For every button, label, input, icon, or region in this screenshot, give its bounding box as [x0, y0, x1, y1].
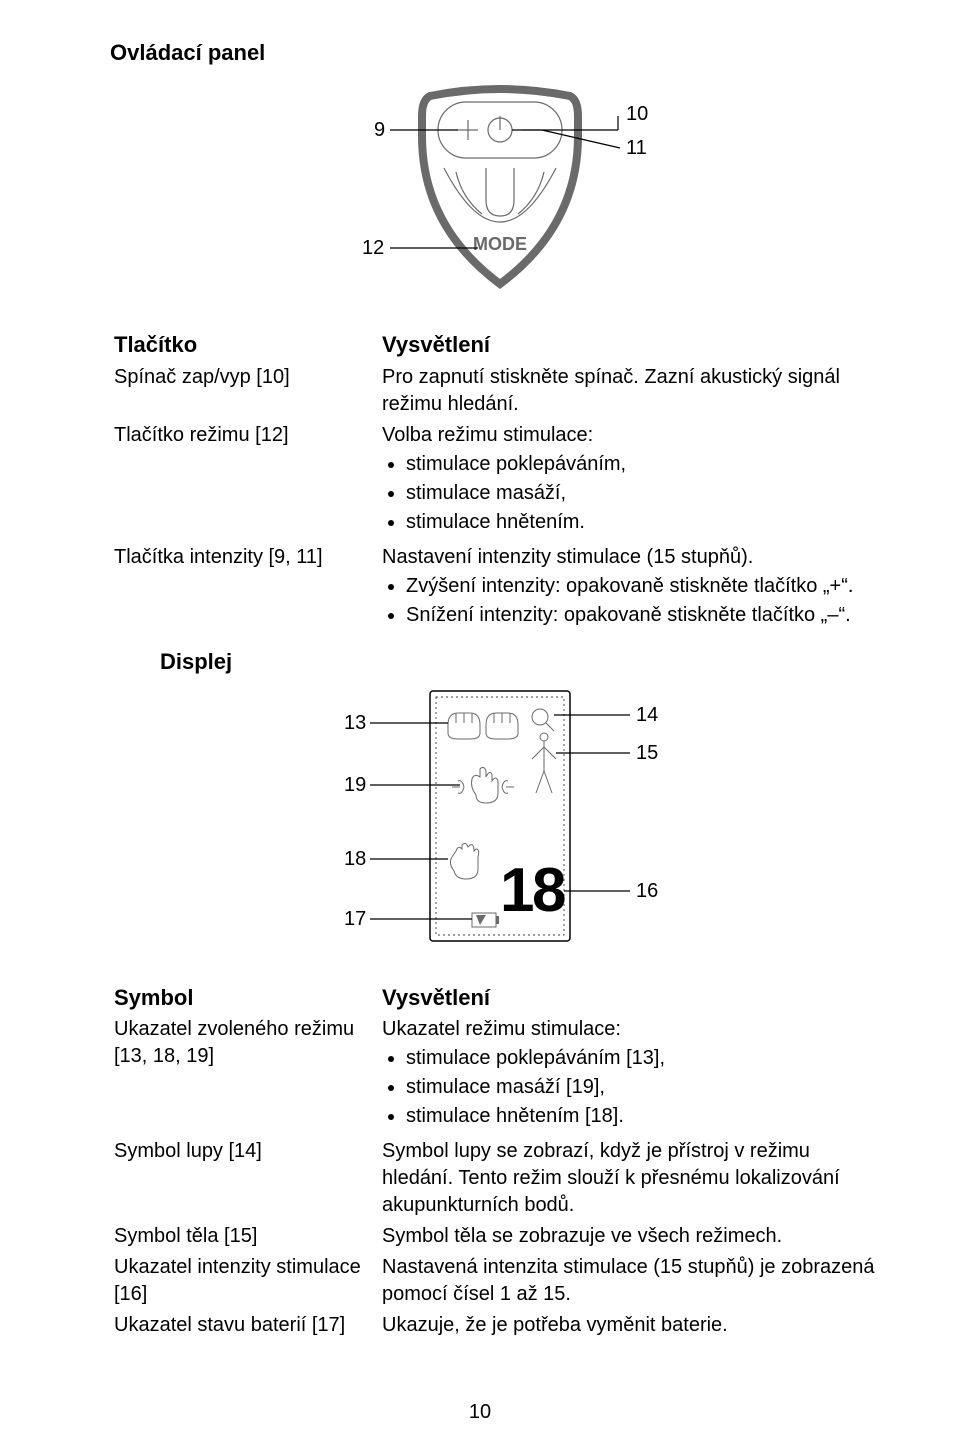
label-9: 9 — [374, 119, 385, 141]
label-15: 15 — [636, 742, 658, 764]
digit-2: 8 — [532, 856, 566, 925]
table2-r0-left: Ukazatel zvoleného režimu [13, 18, 19] — [110, 1014, 378, 1136]
table1-r1-left: Tlačítko režimu [12] — [110, 420, 378, 542]
table1-r2-intro: Nastavení intenzity stimulace (15 stupňů… — [382, 546, 753, 568]
label-17: 17 — [344, 908, 366, 930]
table2-r0-right: Ukazatel režimu stimulace: stimulace pok… — [378, 1014, 890, 1136]
display-heading: Displej — [160, 649, 890, 675]
table2-r2-right: Symbol těla se zobrazuje ve všech režime… — [378, 1221, 890, 1252]
control-panel-svg: MODE 9 10 11 12 — [310, 76, 690, 306]
table2-r2-left: Symbol těla [15] — [110, 1221, 378, 1252]
table1-header-left: Tlačítko — [110, 328, 378, 362]
table2-r0-intro: Ukazatel režimu stimulace: — [382, 1018, 621, 1040]
table1-r1-b0: stimulace poklepáváním, — [406, 451, 886, 478]
display-svg: 1 8 13 19 18 17 14 15 16 — [300, 681, 700, 961]
label-13: 13 — [344, 712, 366, 734]
table2-r4-left: Ukazatel stavu baterií [17] — [110, 1310, 378, 1341]
label-12: 12 — [362, 237, 384, 259]
table2-r3-left: Ukazatel intenzity stimulace [16] — [110, 1252, 378, 1310]
label-18: 18 — [344, 848, 366, 870]
table1-r0-right: Pro zapnutí stiskněte spínač. Zazní akus… — [378, 362, 890, 420]
table1-r1-b1: stimulace masáží, — [406, 480, 886, 507]
table2-r1-right: Symbol lupy se zobrazí, když je přístroj… — [378, 1136, 890, 1221]
mode-label: MODE — [473, 234, 527, 254]
table2-header-right: Vysvětlení — [378, 981, 890, 1015]
page-number: 10 — [0, 1401, 960, 1424]
buttons-table: Tlačítko Vysvětlení Spínač zap/vyp [10] … — [110, 328, 890, 635]
table1-r2-b1: Snížení intenzity: opakovaně stiskněte t… — [406, 602, 886, 629]
table1-r2-right: Nastavení intenzity stimulace (15 stupňů… — [378, 542, 890, 635]
table2-r0-b1: stimulace masáží [19], — [406, 1074, 886, 1101]
table1-r2-left: Tlačítka intenzity [9, 11] — [110, 542, 378, 635]
label-19: 19 — [344, 774, 366, 796]
table2-r4-right: Ukazuje, že je potřeba vyměnit baterie. — [378, 1310, 890, 1341]
table2-header-left: Symbol — [110, 981, 378, 1015]
digit-1: 1 — [500, 856, 534, 925]
table2-r3-right: Nastavená intenzita stimulace (15 stupňů… — [378, 1252, 890, 1310]
table1-r2-b0: Zvýšení intenzity: opakovaně stiskněte t… — [406, 573, 886, 600]
control-panel-diagram: MODE 9 10 11 12 — [110, 76, 890, 306]
table2-r0-b2: stimulace hnětením [18]. — [406, 1103, 886, 1130]
table1-r1-b2: stimulace hnětením. — [406, 509, 886, 536]
table1-r0-left: Spínač zap/vyp [10] — [110, 362, 378, 420]
symbols-table: Symbol Vysvětlení Ukazatel zvoleného rež… — [110, 981, 890, 1342]
label-14: 14 — [636, 704, 658, 726]
label-11: 11 — [626, 137, 647, 159]
table1-r1-right: Volba režimu stimulace: stimulace poklep… — [378, 420, 890, 542]
display-diagram: 1 8 13 19 18 17 14 15 16 — [110, 681, 890, 961]
table2-r0-b0: stimulace poklepáváním [13], — [406, 1045, 886, 1072]
table1-r1-intro: Volba režimu stimulace: — [382, 424, 593, 446]
table1-header-right: Vysvětlení — [378, 328, 890, 362]
label-16: 16 — [636, 880, 658, 902]
label-10: 10 — [626, 103, 648, 125]
page-title: Ovládací panel — [110, 40, 890, 66]
table2-r1-left: Symbol lupy [14] — [110, 1136, 378, 1221]
